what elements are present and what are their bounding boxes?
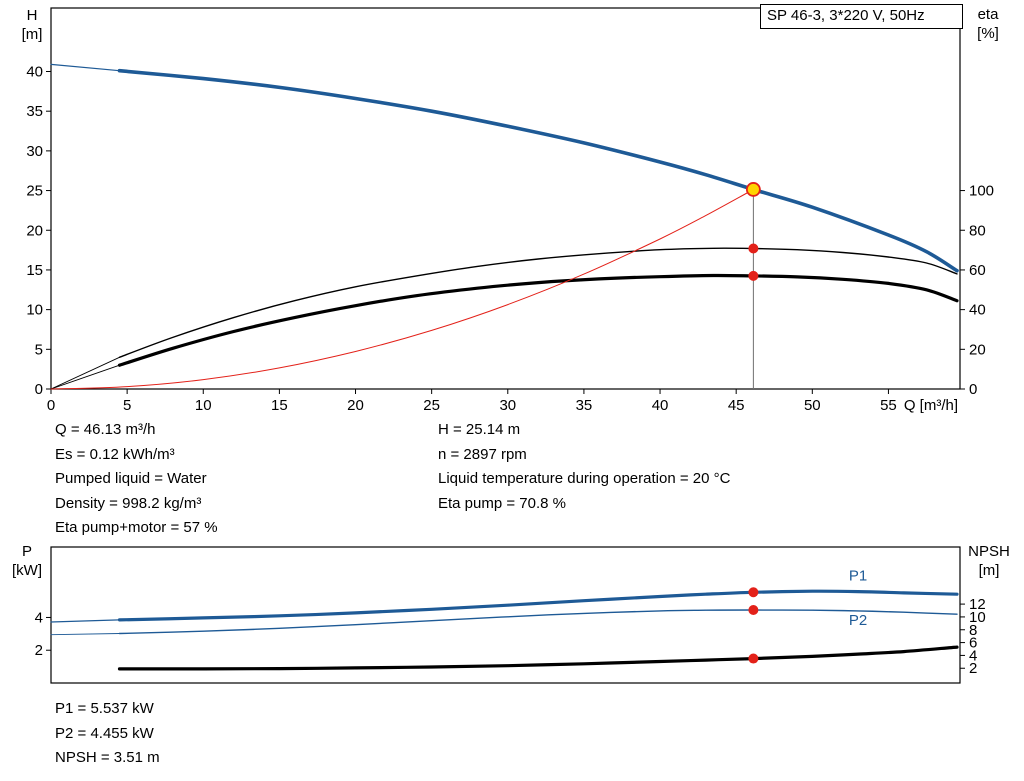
eta-axis-label: eta [%]	[966, 5, 1010, 43]
x-tick-label: 45	[728, 397, 745, 414]
operating-point-info-left: Q = 46.13 m³/h Es = 0.12 kWh/m³ Pumped l…	[55, 418, 218, 541]
eta-pump-motor-curve	[117, 273, 959, 367]
x-tick-label: 55	[880, 397, 897, 414]
info-liquid-temperature: Liquid temperature during operation = 20…	[438, 470, 731, 488]
npsh-axis-label: NPSH [m]	[960, 542, 1018, 580]
y-right-tick-label: 20	[969, 341, 986, 358]
x-tick-label: 0	[47, 397, 55, 414]
x-tick-label: 25	[423, 397, 440, 414]
x-tick-label: 50	[804, 397, 821, 414]
p1-point	[748, 587, 759, 598]
plot-border	[50, 7, 961, 390]
npsh-axis-label-unit: [m]	[978, 562, 1000, 579]
eta-pump-point	[748, 243, 759, 254]
y-right-tick-label: 4	[969, 647, 977, 664]
y-left-tick-label: 0	[35, 381, 43, 398]
eta-axis-label-symbol: eta	[977, 6, 999, 23]
qh-curve-lead	[50, 63, 121, 72]
y-left-tick-label: 35	[26, 103, 43, 120]
y-right-tick-label: 0	[969, 381, 977, 398]
h-axis-label-unit: [m]	[21, 26, 43, 43]
npsh-curve	[117, 645, 959, 671]
info-n: n = 2897 rpm	[438, 445, 527, 463]
p2-curve	[118, 609, 958, 635]
info-es: Es = 0.12 kWh/m³	[55, 445, 175, 463]
npsh-point	[748, 653, 759, 664]
x-tick-label: 15	[271, 397, 288, 414]
y-right-tick-label: 100	[969, 183, 994, 200]
info-density: Density = 998.2 kg/m³	[55, 494, 202, 512]
p-axis-label: P [kW]	[6, 542, 48, 580]
qh-curve	[117, 68, 959, 273]
y-right-tick-label: 6	[969, 635, 977, 652]
y-left-tick-label: 25	[26, 183, 43, 200]
y-right-tick-label: 2	[969, 660, 977, 677]
plot-border	[50, 546, 961, 684]
x-axis-unit-label: Q [m³/h]	[904, 397, 958, 414]
y-left-tick-label: 15	[26, 262, 43, 279]
p2-curve-lead	[50, 633, 120, 636]
curve-label-p2: P2	[849, 612, 867, 629]
pump-title-box: SP 46-3, 3*220 V, 50Hz	[760, 4, 963, 29]
x-tick-label: 30	[499, 397, 516, 414]
y-right-tick-label: 40	[969, 302, 986, 319]
info-h: H = 25.14 m	[438, 421, 521, 438]
h-axis-label: H [m]	[14, 6, 50, 44]
system-resistance-curve	[50, 189, 754, 390]
x-tick-label: 35	[576, 397, 593, 414]
curve-label-p1: P1	[849, 568, 867, 585]
info-q: Q = 46.13 m³/h	[55, 421, 156, 438]
x-tick-label: 5	[123, 397, 131, 414]
info-p1: P1 = 5.537 kW	[55, 700, 154, 717]
eta-pump-motor-lead	[50, 364, 120, 390]
y-right-tick-label: 8	[969, 622, 977, 639]
y-left-tick-label: 30	[26, 143, 43, 160]
info-p2: P2 = 4.455 kW	[55, 724, 154, 742]
info-eta-pump: Eta pump = 70.8 %	[438, 494, 566, 512]
y-left-tick-label: 20	[26, 222, 43, 239]
p2-point	[748, 605, 759, 616]
power-npsh-info: P1 = 5.537 kW P2 = 4.455 kW NPSH = 3.51 …	[55, 697, 160, 771]
y-right-tick-label: 80	[969, 222, 986, 239]
eta-axis-label-unit: [%]	[977, 25, 999, 42]
p1-curve	[117, 589, 959, 622]
info-pumped-liquid: Pumped liquid = Water	[55, 470, 207, 488]
y-left-tick-label: 2	[35, 642, 43, 659]
h-axis-label-symbol: H	[26, 7, 38, 24]
eta-pump-motor-point	[748, 270, 759, 281]
y-left-tick-label: 5	[35, 341, 43, 358]
y-left-tick-label: 10	[26, 302, 43, 319]
x-tick-label: 10	[195, 397, 212, 414]
duty-point	[745, 182, 761, 197]
y-left-tick-label: 4	[35, 609, 43, 626]
eta-pump-lead	[50, 356, 120, 390]
y-left-tick-label: 40	[26, 64, 43, 81]
info-eta-pump-motor: Eta pump+motor = 57 %	[55, 519, 218, 537]
eta-pump-curve	[118, 247, 958, 358]
p-axis-label-symbol: P	[21, 543, 32, 560]
p1-curve-lead	[50, 619, 121, 623]
y-right-tick-label: 12	[969, 596, 986, 613]
qh-eta-chart: 0 5 10 15 20 25 30 35 40 45 50 55 Q [m³/h] 0 5 10 15 20 25…	[26, 7, 994, 414]
info-npsh: NPSH = 3.51 m	[55, 749, 160, 767]
p-axis-label-unit: [kW]	[12, 562, 42, 579]
x-tick-label: 40	[652, 397, 669, 414]
y-right-tick-label: 10	[969, 609, 986, 626]
npsh-axis-label-symbol: NPSH	[968, 543, 1010, 560]
operating-point-info-right: H = 25.14 m n = 2897 rpm Liquid temperat…	[438, 418, 730, 516]
y-right-tick-label: 60	[969, 262, 986, 279]
x-tick-label: 20	[347, 397, 364, 414]
